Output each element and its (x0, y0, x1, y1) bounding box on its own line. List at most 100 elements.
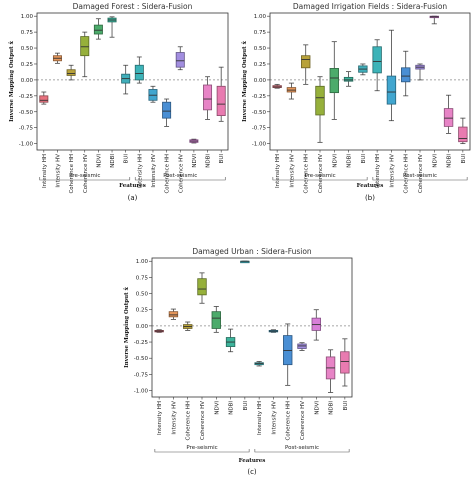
box-2 (168, 308, 179, 320)
x-tick-label: NDVI (192, 154, 198, 168)
box-8 (134, 56, 144, 84)
panel-label: (c) (247, 468, 257, 476)
plot-frame (36, 12, 229, 151)
y-tick-label: -1.00 (252, 142, 267, 148)
x-tick-label: NDVI (314, 401, 320, 415)
group-bracket (272, 177, 368, 181)
x-tick-label: Intensity HV (55, 154, 61, 188)
x-tick-label: Coherence HH (304, 154, 310, 194)
y-tick-label: 0.50 (254, 46, 267, 52)
box-7 (358, 63, 368, 76)
x-tick-label: NDBI (447, 154, 453, 168)
group-bracket (254, 449, 350, 453)
y-tick-label: -0.50 (252, 110, 267, 116)
y-tick-label: 0.00 (254, 78, 267, 84)
y-tick-label: -1.00 (19, 142, 34, 148)
x-axis-label: Features (357, 183, 384, 189)
y-tick-label: 0.00 (21, 78, 34, 84)
y-tick-label: 0.50 (136, 292, 149, 298)
x-tick-label: Intensity HV (289, 154, 295, 188)
box-iqr (211, 311, 221, 329)
box-iqr (162, 101, 172, 119)
box-10 (162, 98, 172, 127)
box-iqr (458, 126, 468, 143)
box-2 (286, 82, 297, 100)
y-tick-label: 0.75 (254, 30, 267, 36)
group-bracket (154, 449, 250, 453)
x-tick-label: BUI (219, 154, 225, 164)
box-1 (154, 329, 164, 333)
x-tick-label: Coherence HV (200, 401, 206, 440)
chart-title: Damaged Forest : Sidera-Fusion (73, 2, 193, 11)
y-tick-label: -1.00 (134, 389, 149, 395)
x-axis-label: Features (119, 183, 146, 189)
x-tick-label: Intensity HH (157, 401, 163, 435)
box-14 (458, 117, 468, 145)
box-iqr (175, 52, 185, 68)
group-label: Post-seismic (163, 173, 197, 179)
group-bracket (134, 177, 226, 181)
group-label: Pre-seismic (69, 173, 100, 179)
x-tick-label: Intensity HH (375, 154, 381, 188)
x-tick-label: Intensity HH (137, 154, 143, 188)
x-tick-label: Coherence HH (186, 401, 192, 441)
box-14 (216, 66, 226, 122)
box-6 (107, 16, 117, 38)
box-3 (301, 44, 311, 85)
x-tick-label: Intensity HH (257, 401, 263, 435)
y-tick-label: -0.25 (252, 94, 267, 100)
y-tick-label: 0.00 (136, 324, 149, 330)
box-iqr (80, 36, 90, 57)
y-tick-label: 0.75 (136, 275, 149, 281)
box-12 (189, 138, 199, 144)
plot-frame (151, 257, 353, 398)
box-iqr (216, 85, 226, 116)
x-tick-label: Intensity HH (42, 154, 48, 188)
box-1 (272, 83, 282, 89)
box-5 (329, 41, 339, 120)
box-9 (386, 29, 397, 122)
y-tick-label: 1.00 (21, 14, 34, 20)
box-iqr (39, 95, 49, 103)
y-tick-label: 1.00 (136, 259, 149, 265)
x-tick-label: BUI (343, 401, 349, 411)
y-tick-label: -0.25 (134, 340, 149, 346)
box-6 (225, 328, 236, 353)
x-tick-label: Intensity HV (271, 401, 277, 435)
x-tick-label: Intensity HH (275, 154, 281, 188)
panel-label: (a) (128, 194, 138, 202)
y-tick-label: -0.50 (19, 110, 34, 116)
y-tick-label: -0.75 (134, 372, 149, 378)
x-tick-label: NDBI (110, 154, 116, 168)
x-tick-label: Intensity HV (389, 154, 395, 188)
box-iqr (315, 85, 325, 116)
box-13 (203, 76, 213, 120)
chart-panel-2: Damaged Irrigation Fields : Sidera-Fusio… (242, 2, 471, 202)
box-4 (197, 272, 207, 304)
x-tick-label: NDVI (214, 401, 220, 415)
x-tick-label: BUI (361, 154, 367, 164)
box-iqr (197, 278, 207, 296)
group-label: Pre-seismic (186, 445, 217, 451)
x-tick-label: Intensity HV (151, 154, 157, 188)
x-tick-label: NDVI (432, 154, 438, 168)
box-8 (372, 39, 382, 92)
group-bracket (372, 177, 468, 181)
y-tick-label: 0.25 (254, 62, 267, 68)
box-iqr (372, 46, 382, 74)
x-tick-label: BUI (461, 154, 467, 164)
y-tick-label: 0.50 (21, 46, 34, 52)
x-tick-label: Coherence HH (286, 401, 292, 441)
box-3 (183, 321, 193, 331)
x-tick-label: BUI (243, 401, 249, 411)
y-tick-label: -0.75 (19, 126, 34, 132)
box-iqr (301, 55, 311, 69)
box-13 (325, 349, 336, 393)
group-label: Post-seismic (403, 173, 437, 179)
y-axis-label: Inverse Mapping Output x̂ (124, 286, 130, 367)
panel-label: (b) (365, 194, 375, 202)
box-1 (39, 91, 49, 105)
box-4 (80, 31, 90, 78)
x-tick-label: Intensity HV (171, 401, 177, 435)
